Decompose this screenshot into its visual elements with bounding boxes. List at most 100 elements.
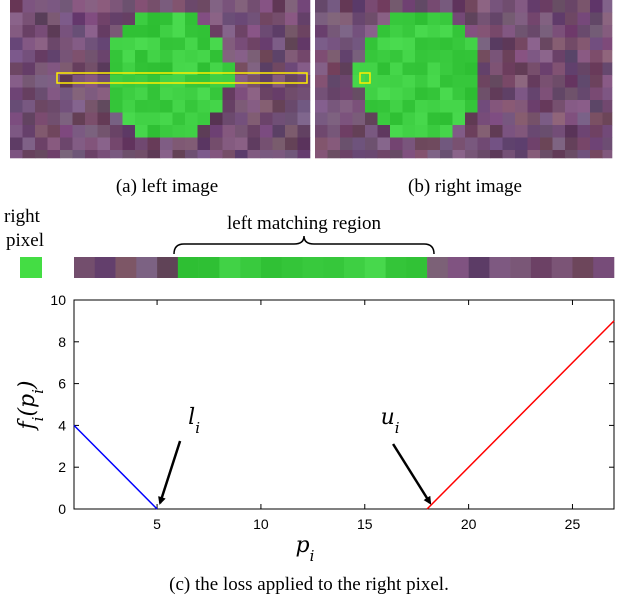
pixel	[98, 113, 111, 126]
pixel	[415, 88, 428, 101]
pixel	[340, 50, 353, 63]
pixel	[340, 88, 353, 101]
pixel	[503, 138, 516, 151]
pixel	[590, 25, 603, 38]
pixel	[185, 75, 198, 88]
pixel	[403, 125, 416, 138]
pixel	[315, 63, 328, 76]
pixel	[365, 13, 378, 26]
pixel	[123, 138, 136, 151]
pixel	[23, 88, 36, 101]
pixel	[353, 150, 366, 158]
pixel	[503, 25, 516, 38]
pixel	[210, 75, 223, 88]
x-tick-label: 25	[565, 516, 581, 532]
x-axis-label-part: i	[310, 547, 315, 565]
pixel	[565, 75, 578, 88]
pixel	[553, 63, 566, 76]
pixel	[440, 88, 453, 101]
pixel	[35, 50, 48, 63]
pixel	[353, 100, 366, 113]
pixel	[465, 63, 478, 76]
pixel	[603, 50, 613, 63]
pixel	[378, 38, 391, 51]
pixel	[10, 125, 23, 138]
pixel	[173, 0, 186, 13]
label: pixel	[6, 230, 44, 251]
pixel	[578, 50, 591, 63]
y-axis-label-part: )	[15, 380, 40, 390]
pixel	[185, 0, 198, 13]
pixel	[60, 50, 73, 63]
pixel	[48, 113, 61, 126]
pixel	[440, 100, 453, 113]
pixel	[60, 13, 73, 26]
pixel	[465, 138, 478, 151]
pixel	[160, 50, 173, 63]
y-tick-label: 0	[58, 501, 66, 517]
pixel	[540, 88, 553, 101]
pixel	[528, 138, 541, 151]
pixel	[35, 13, 48, 26]
pixel	[235, 25, 248, 38]
pixel	[503, 13, 516, 26]
pixel	[315, 88, 328, 101]
pixel	[315, 150, 328, 158]
pixel	[578, 63, 591, 76]
pixel	[248, 125, 261, 138]
pixel	[353, 13, 366, 26]
pixel	[235, 0, 248, 13]
strip-cell	[323, 257, 344, 278]
pixel	[528, 125, 541, 138]
pixel	[490, 38, 503, 51]
pixel	[578, 75, 591, 88]
pixel	[528, 75, 541, 88]
pixel	[403, 150, 416, 158]
pixel	[110, 25, 123, 38]
pixel	[10, 100, 23, 113]
pixel	[390, 38, 403, 51]
pixel	[340, 113, 353, 126]
pixel	[353, 75, 366, 88]
annotation-part: u	[381, 405, 395, 430]
pixel	[185, 25, 198, 38]
pixel	[590, 113, 603, 126]
chart: 0246810510152025pifi(pi)liui	[15, 292, 614, 565]
pixel	[173, 50, 186, 63]
y-tick-label: 2	[58, 459, 66, 475]
pixel	[210, 138, 223, 151]
pixel	[503, 38, 516, 51]
pixel	[60, 113, 73, 126]
pixel	[210, 38, 223, 51]
pixel	[35, 63, 48, 76]
pixel	[428, 0, 441, 13]
pixel	[148, 125, 161, 138]
pixel	[328, 25, 341, 38]
pixel	[515, 125, 528, 138]
pixel	[273, 88, 286, 101]
pixel	[85, 25, 98, 38]
pixel	[415, 50, 428, 63]
pixel	[590, 38, 603, 51]
pixel	[553, 150, 566, 158]
pixel	[553, 113, 566, 126]
pixel	[48, 25, 61, 38]
images	[10, 0, 612, 158]
pixel	[235, 88, 248, 101]
pixel	[298, 138, 311, 151]
pixel	[453, 100, 466, 113]
pixel	[465, 25, 478, 38]
pixel	[540, 0, 553, 13]
pixel	[478, 25, 491, 38]
pixel	[465, 125, 478, 138]
pixel	[85, 75, 98, 88]
pixel	[185, 125, 198, 138]
pixel	[428, 138, 441, 151]
pixel	[378, 25, 391, 38]
pixel	[315, 125, 328, 138]
pixel	[515, 100, 528, 113]
pixel	[223, 0, 236, 13]
pixel	[235, 13, 248, 26]
pixel	[315, 25, 328, 38]
pixel	[235, 100, 248, 113]
